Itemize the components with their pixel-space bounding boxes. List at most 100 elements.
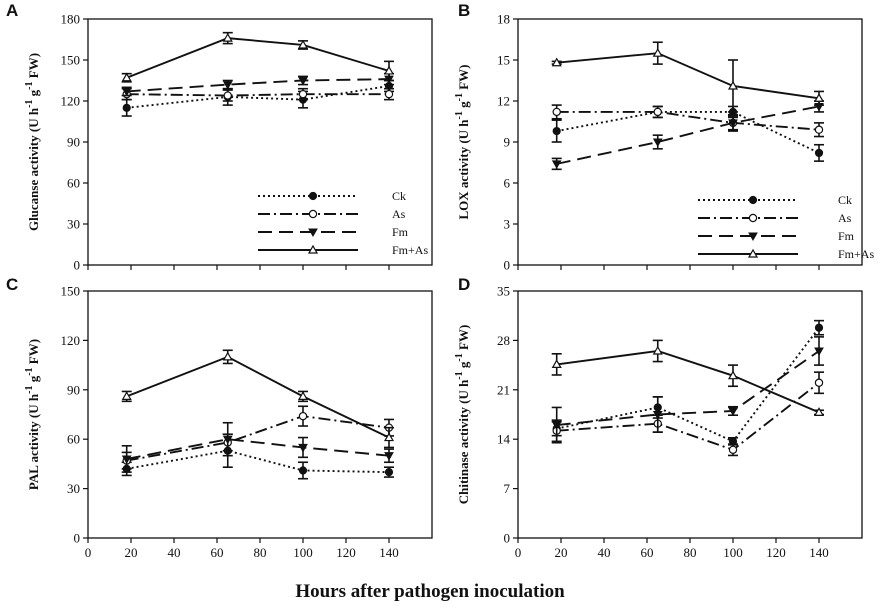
series-line: [126, 37, 390, 79]
unit-exponent: -1: [454, 371, 465, 379]
x-tick-label: 20: [125, 545, 138, 560]
panel-letter: B: [458, 1, 470, 20]
unit-text: (U h: [26, 107, 41, 132]
unit-exponent: -1: [24, 367, 35, 375]
unit-text: FW): [26, 53, 41, 82]
series-line: [556, 110, 820, 154]
data-point: [298, 411, 308, 421]
series-line: [126, 93, 389, 97]
y-tick-label: 30: [67, 481, 80, 496]
data-point: [298, 466, 308, 475]
unit-exponent: -1: [454, 111, 465, 119]
series-line: [126, 415, 390, 462]
y-tick-label: 0: [74, 531, 81, 546]
panel-c: C 0 30 60 90 120 150 0 20 40 60 80 100 120 140 PAL acti…: [6, 275, 433, 560]
y-axis-label-name: Glucanse activity: [26, 132, 41, 231]
unit-text: FW): [456, 325, 471, 354]
panel-letter: A: [6, 1, 18, 20]
legend-marker: [308, 209, 318, 219]
x-tick-label: 40: [598, 545, 611, 560]
data-point: [727, 80, 739, 90]
unit-text: (U h: [456, 379, 471, 404]
series-fm-as: [551, 41, 825, 113]
series-fm: [121, 421, 394, 473]
series-line: [556, 381, 820, 451]
data-point: [552, 107, 561, 117]
y-axis-label-name: LOX activity: [456, 144, 471, 220]
series-as: [121, 87, 394, 102]
y-tick-label: 12: [497, 94, 510, 109]
data-point: [223, 91, 232, 100]
y-tick-label: 120: [61, 333, 81, 348]
y-tick-label: 0: [504, 258, 511, 273]
data-point: [297, 39, 309, 49]
y-tick-label: 35: [497, 284, 510, 299]
x-tick-label: 80: [684, 545, 697, 560]
x-tick-label: 140: [809, 545, 829, 560]
data-point: [222, 351, 233, 361]
data-point: [384, 452, 394, 461]
data-point: [551, 359, 562, 368]
data-point: [384, 89, 394, 99]
x-tick-label: 0: [85, 545, 92, 560]
series-line: [556, 327, 820, 443]
data-point: [384, 468, 394, 477]
data-point: [121, 87, 132, 97]
x-axis-label: Hours after pathogen inoculation: [295, 581, 565, 602]
data-point: [727, 370, 739, 380]
data-point: [653, 107, 662, 117]
unit-text: g: [26, 375, 41, 385]
data-point: [814, 378, 824, 387]
x-tick-label: 100: [723, 545, 743, 560]
data-point: [222, 32, 233, 42]
data-point: [652, 138, 663, 148]
data-point: [551, 160, 562, 169]
y-axis-label: Glucanse activity (U h-1 g-1 FW): [24, 53, 41, 231]
legend-label: Fm+As: [392, 243, 428, 257]
unit-exponent: -1: [454, 93, 465, 101]
unit-text: (U h: [456, 119, 471, 144]
data-point: [728, 119, 738, 128]
y-tick-label: 0: [74, 258, 81, 273]
data-point: [222, 81, 233, 90]
y-tick-label: 30: [67, 217, 80, 232]
data-point: [121, 72, 132, 82]
series-fm: [551, 336, 824, 444]
y-axis-label-name: Chitinase activity: [456, 404, 471, 504]
y-tick-label: 15: [497, 53, 510, 68]
y-tick-label: 14: [497, 432, 511, 447]
unit-exponent: -1: [24, 100, 35, 108]
legend-marker: [748, 195, 758, 205]
legend-label: As: [838, 211, 852, 225]
data-point: [552, 126, 561, 136]
data-point: [298, 443, 308, 453]
series-fm-as: [121, 31, 395, 83]
legend-label: Fm: [838, 229, 855, 243]
series-fm: [551, 100, 824, 171]
legend-label: Fm+As: [838, 247, 874, 261]
unit-exponent: -1: [24, 386, 35, 394]
data-point: [728, 407, 738, 416]
panel-letter: C: [6, 275, 18, 294]
x-tick-label: 0: [515, 545, 522, 560]
y-axis-label: PAL activity (U h-1 g-1 FW): [24, 339, 41, 490]
x-tick-label: 20: [555, 545, 568, 560]
plot-frame: [517, 18, 863, 266]
x-tick-label: 40: [168, 545, 181, 560]
x-tick-label: 60: [641, 545, 654, 560]
series-line: [126, 449, 390, 474]
series-fm-as: [551, 339, 825, 416]
unit-exponent: -1: [24, 81, 35, 89]
unit-text: g: [456, 101, 471, 111]
data-point: [814, 125, 824, 134]
unit-text: FW): [26, 339, 41, 368]
data-point: [814, 347, 824, 356]
series-line: [556, 105, 820, 165]
legend-label: Ck: [392, 189, 406, 203]
x-tick-label: 80: [254, 545, 267, 560]
y-axis-label-name: PAL activity: [26, 418, 41, 490]
unit-text: g: [26, 89, 41, 99]
